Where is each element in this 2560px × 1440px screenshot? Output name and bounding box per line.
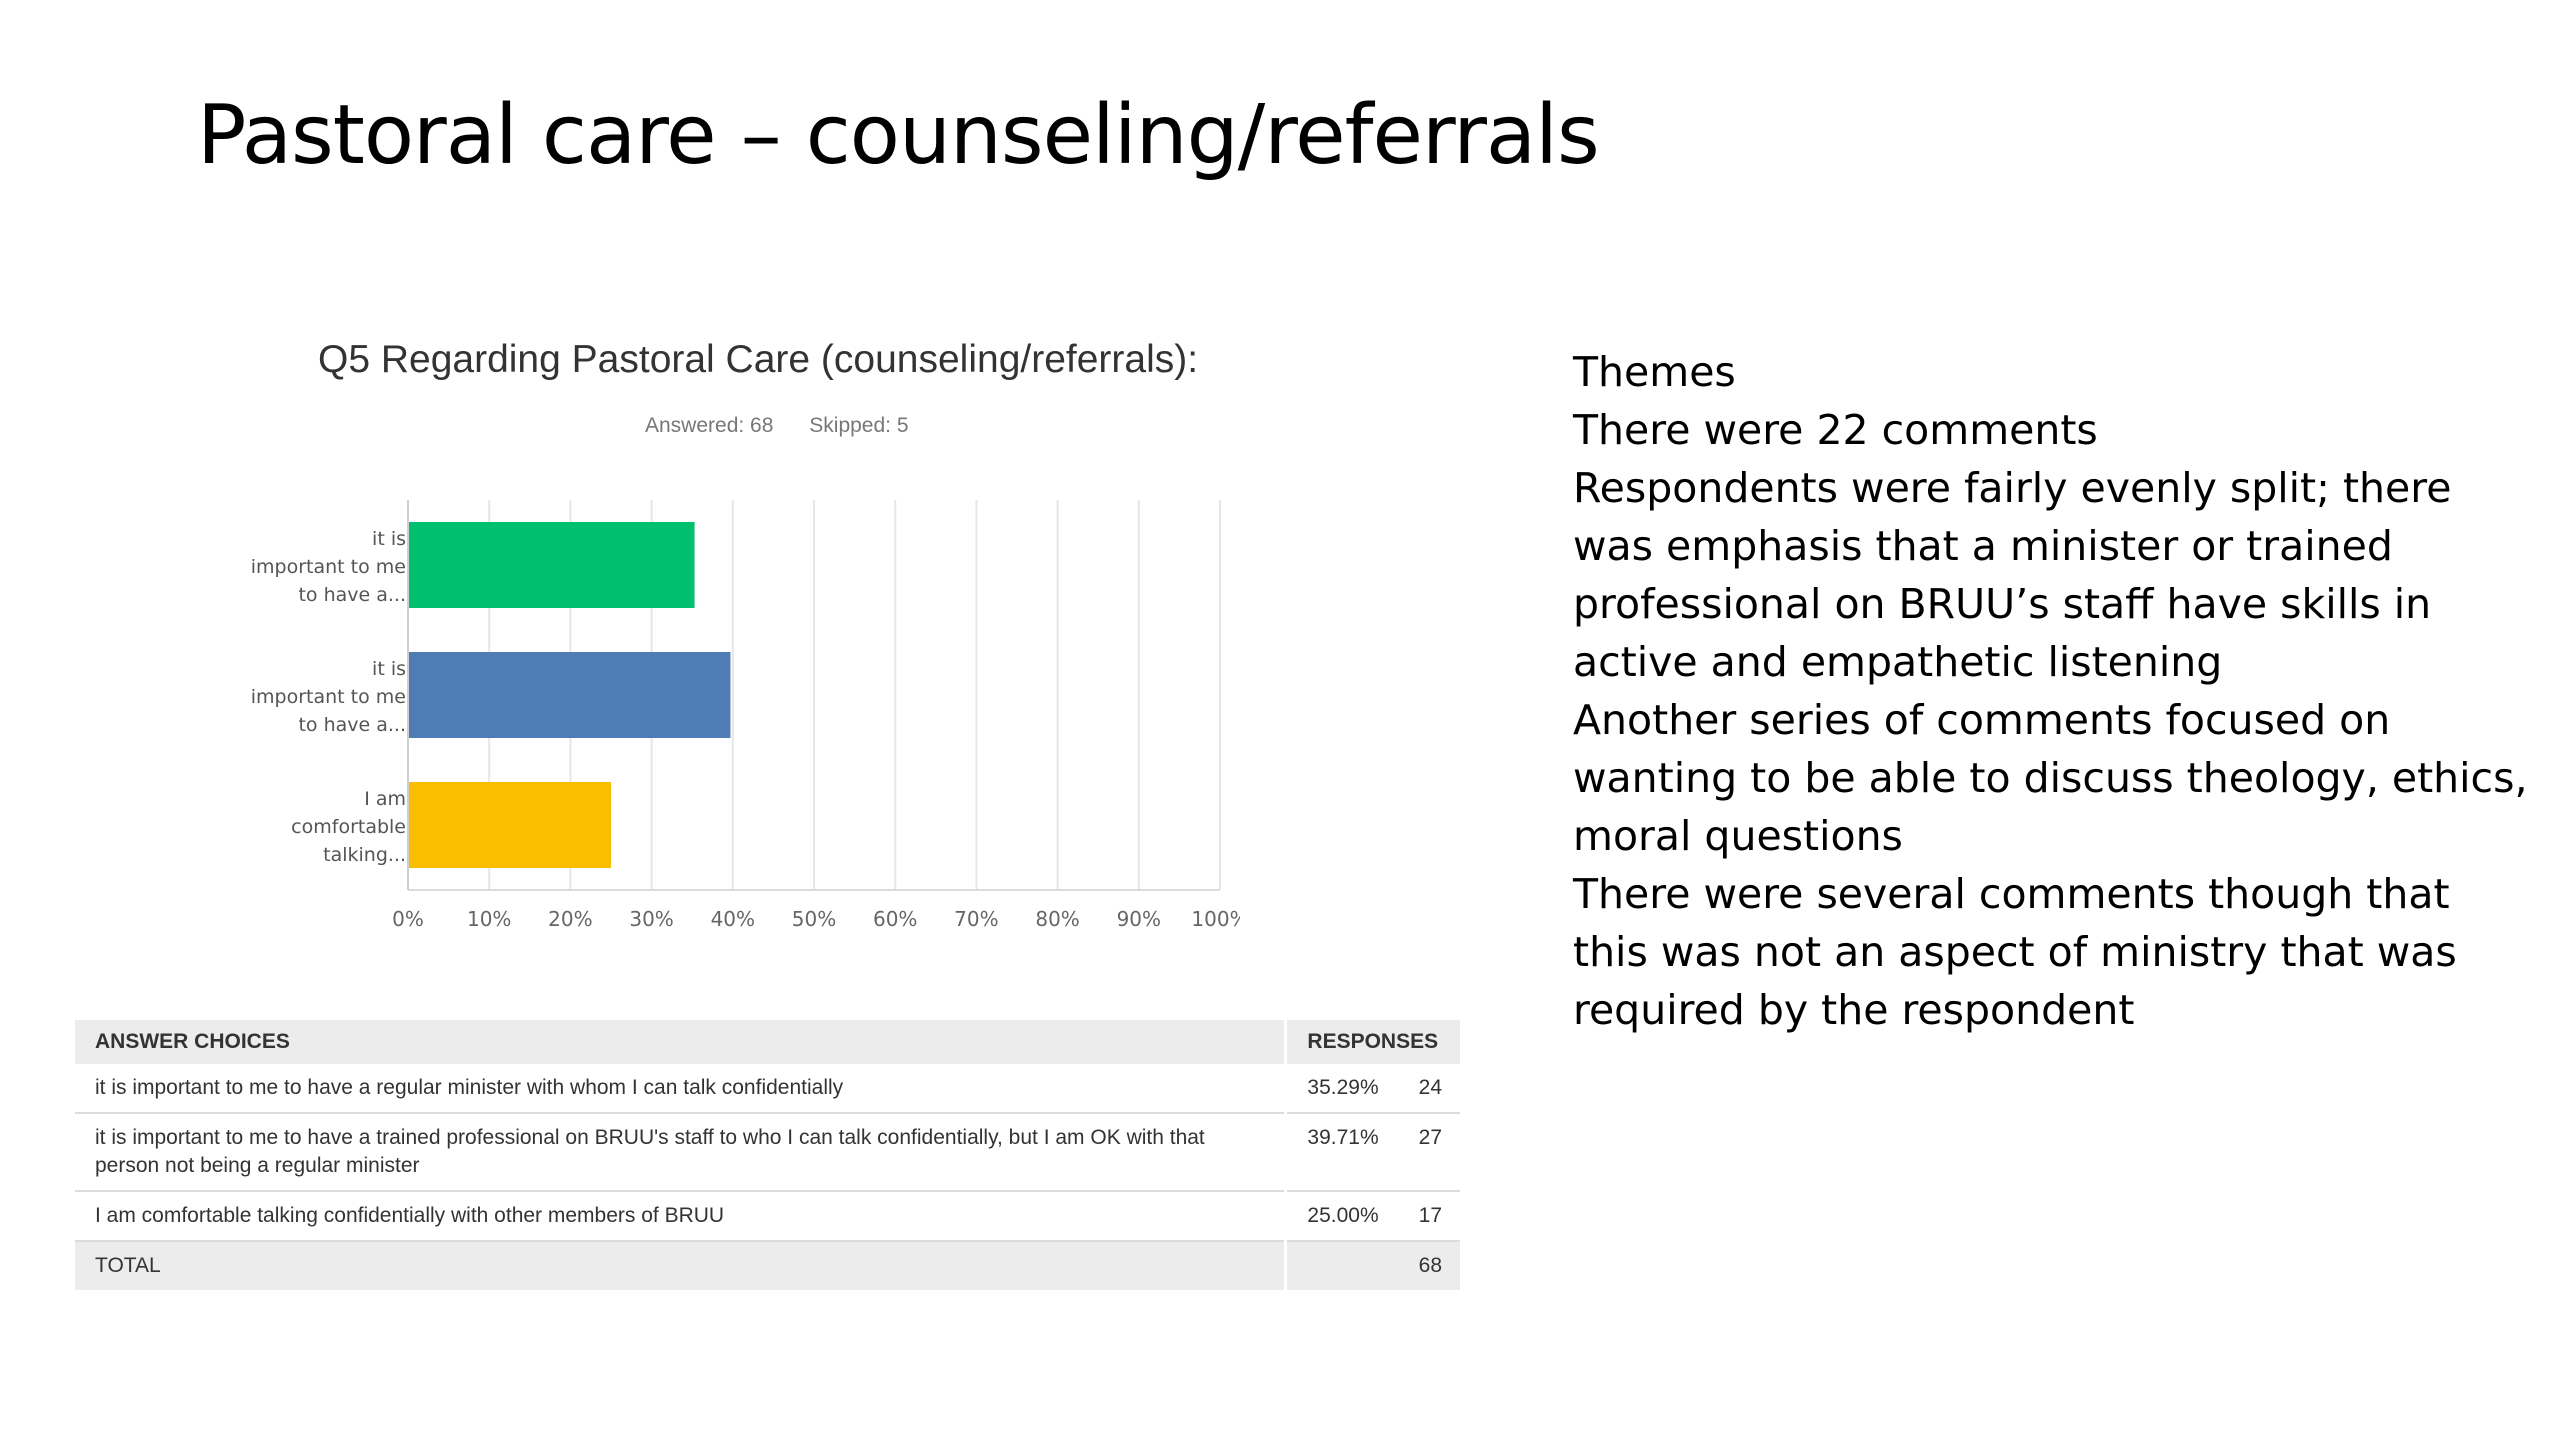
answer-choice-text: I am comfortable talking confidentially … — [75, 1191, 1286, 1242]
table-total-row: TOTAL 68 — [75, 1241, 1460, 1290]
responses-table: ANSWER CHOICES RESPONSES it is important… — [75, 1020, 1460, 1290]
total-count: 68 — [1398, 1241, 1460, 1290]
x-tick-label: 90% — [1117, 907, 1161, 931]
table-row: I am comfortable talking confidentially … — [75, 1191, 1460, 1242]
response-percent: 25.00% — [1284, 1191, 1399, 1242]
total-percent-cell — [1284, 1241, 1399, 1290]
response-percent: 39.71% — [1284, 1113, 1399, 1192]
answer-choice-text: it is important to me to have a trained … — [75, 1113, 1286, 1192]
answer-choice-text: it is important to me to have a regular … — [75, 1064, 1286, 1114]
y-category-label: talking... — [323, 844, 406, 866]
table-row: it is important to me to have a regular … — [75, 1064, 1460, 1114]
themes-text: Themes There were 22 comments Respondent… — [1573, 343, 2533, 1039]
response-count: 24 — [1398, 1064, 1460, 1114]
themes-line: Another series of comments focused on wa… — [1573, 696, 2528, 860]
skipped-count: Skipped: 5 — [809, 414, 909, 437]
y-category-label: important to me — [251, 556, 406, 578]
themes-line: There were several comments though that … — [1573, 870, 2457, 1034]
x-tick-label: 60% — [873, 907, 917, 931]
themes-heading: Themes — [1573, 348, 1736, 396]
themes-line: There were 22 comments — [1573, 406, 2098, 454]
answered-count: Answered: 68 — [645, 414, 774, 437]
header-responses: RESPONSES — [1284, 1020, 1460, 1064]
response-count: 17 — [1398, 1191, 1460, 1242]
x-tick-label: 30% — [629, 907, 673, 931]
x-tick-label: 70% — [954, 907, 998, 931]
x-tick-label: 40% — [711, 907, 755, 931]
bar — [408, 652, 731, 738]
table-row: it is important to me to have a trained … — [75, 1113, 1460, 1192]
y-category-label: it is — [372, 658, 406, 680]
response-count: 27 — [1398, 1113, 1460, 1192]
response-stats: Answered: 68 Skipped: 5 — [645, 414, 939, 438]
y-category-label: important to me — [251, 686, 406, 708]
x-tick-label: 100% — [1191, 907, 1240, 931]
bar — [408, 782, 611, 868]
bar — [408, 522, 695, 608]
y-category-label: to have a... — [298, 584, 406, 606]
x-tick-label: 20% — [548, 907, 592, 931]
x-tick-label: 10% — [467, 907, 511, 931]
y-category-label: comfortable — [291, 816, 406, 838]
total-label: TOTAL — [75, 1241, 1286, 1290]
response-percent: 35.29% — [1284, 1064, 1399, 1114]
y-category-label: I am — [364, 788, 406, 810]
header-answer-choices: ANSWER CHOICES — [75, 1020, 1286, 1064]
slide-title: Pastoral care – counseling/referrals — [197, 88, 1600, 183]
themes-line: Respondents were fairly evenly split; th… — [1573, 464, 2452, 686]
y-category-label: it is — [372, 528, 406, 550]
x-tick-label: 50% — [792, 907, 836, 931]
y-category-label: to have a... — [298, 714, 406, 736]
table-header-row: ANSWER CHOICES RESPONSES — [75, 1020, 1460, 1064]
x-tick-label: 80% — [1035, 907, 1079, 931]
x-tick-label: 0% — [392, 907, 424, 931]
bar-chart: 0% 10% 20% 30% 40% 50% 60% 70% 80% 90% 100% it is im… — [251, 500, 1240, 931]
chart-title: Q5 Regarding Pastoral Care (counseling/r… — [318, 338, 1199, 381]
